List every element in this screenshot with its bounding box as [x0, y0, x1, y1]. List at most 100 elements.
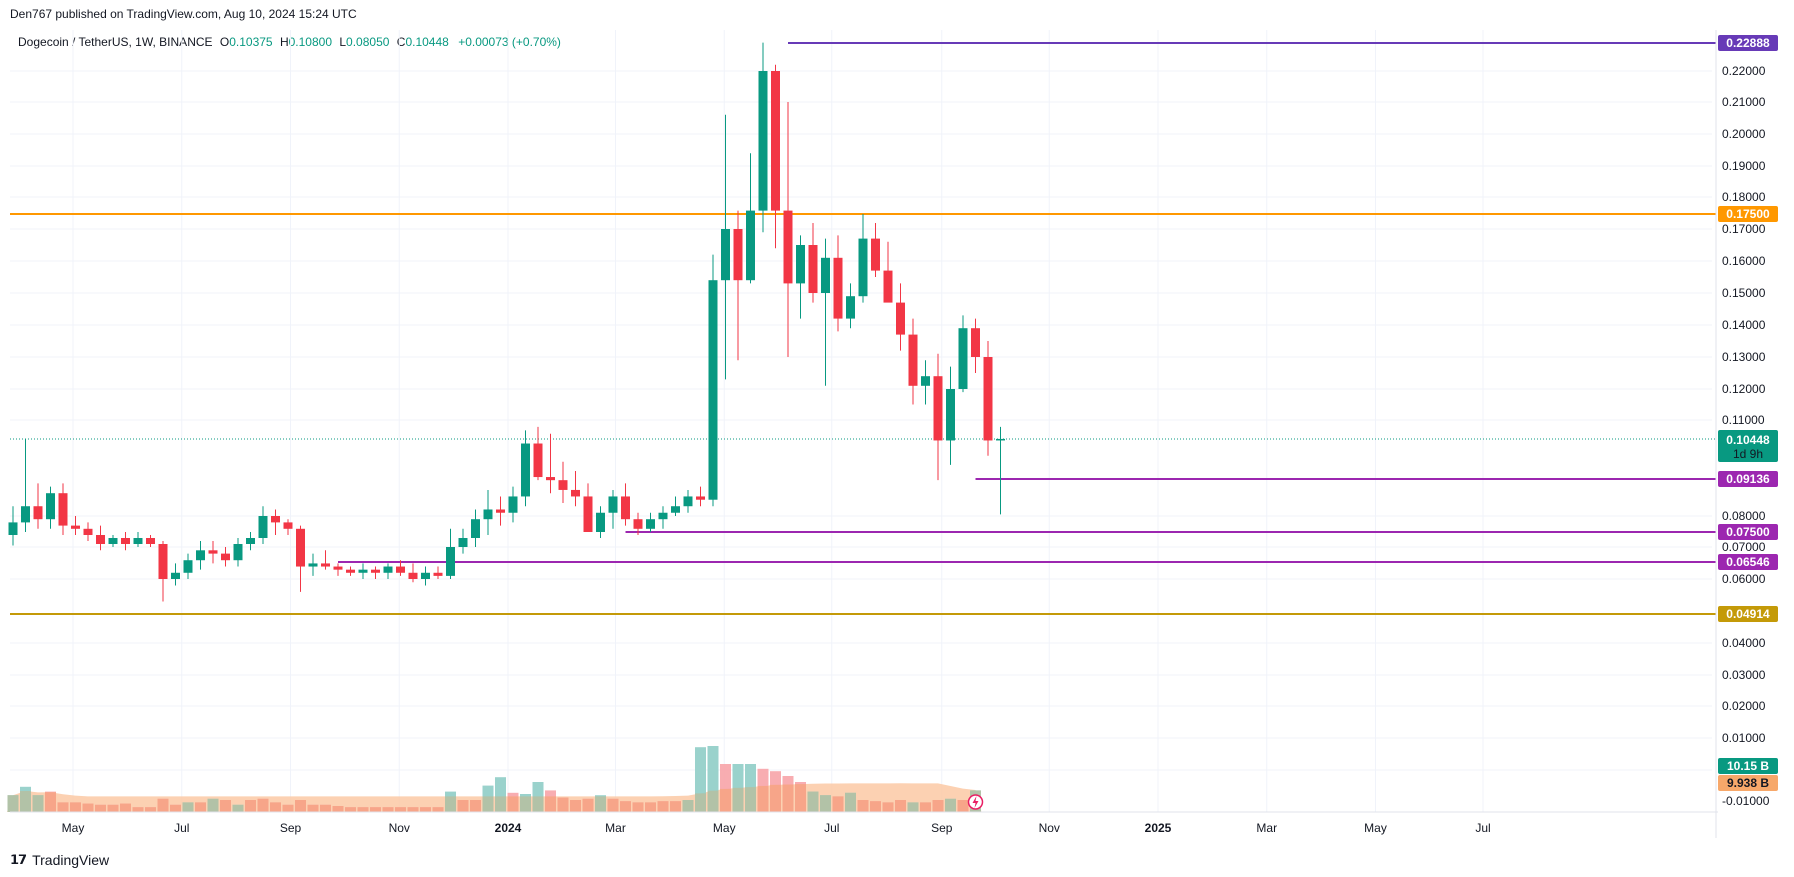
- lightning-icon: [967, 794, 984, 810]
- volume-bar-overlap: [932, 800, 944, 812]
- price-badge-text: 0.07500: [1726, 525, 1770, 539]
- price-badge-bg: [1718, 471, 1778, 487]
- time-tick-label: Sep: [931, 821, 953, 835]
- time-tick-label: 2025: [1145, 821, 1172, 835]
- volume-bar-overlap: [445, 796, 456, 812]
- change-value: +0.00073 (+0.70%): [458, 35, 561, 49]
- volume-bar-overlap: [607, 798, 619, 812]
- candle-body: [821, 257, 830, 293]
- candle-body: [683, 496, 693, 507]
- volume-badge-ma-text: 9.938 B: [1727, 776, 1769, 790]
- price-badge-bg: [1718, 206, 1778, 222]
- candle-body: [921, 376, 930, 386]
- price-tick-label: 0.20000: [1722, 127, 1766, 141]
- candle-body: [33, 506, 43, 520]
- candle-body: [746, 210, 755, 281]
- volume-bar-overlap: [645, 802, 656, 812]
- price-tick-label: 0.17000: [1722, 222, 1766, 236]
- candle-body: [971, 328, 980, 357]
- candle-body: [633, 519, 643, 529]
- candle-body: [171, 572, 180, 579]
- close-label: C: [396, 35, 406, 49]
- candle-body: [696, 496, 705, 500]
- candle-body: [808, 245, 818, 293]
- time-tick-label: May: [62, 821, 85, 835]
- tradingview-brand[interactable]: 𝟭𝟳 TradingView: [10, 852, 109, 868]
- candle-body: [833, 257, 843, 319]
- volume-bar-overlap: [220, 800, 231, 812]
- candle-body: [596, 512, 605, 532]
- volume-bar-overlap: [920, 802, 931, 812]
- candle-body: [546, 477, 555, 481]
- time-tick-label: Mar: [605, 821, 626, 835]
- candle-body: [783, 210, 793, 284]
- volume-bar-overlap: [307, 804, 319, 812]
- price-tick-label: 0.02000: [1722, 699, 1766, 713]
- candle-body: [508, 496, 518, 513]
- volume-bar-overlap: [707, 790, 719, 812]
- candle-body: [946, 389, 955, 441]
- volume-bar-overlap: [870, 801, 881, 812]
- price-tick-label: 0.12000: [1722, 382, 1766, 396]
- candle-body: [883, 270, 893, 303]
- candle-body: [558, 480, 568, 490]
- time-tick-label: May: [713, 821, 736, 835]
- volume-bar-overlap: [282, 804, 294, 812]
- candle-body: [846, 296, 855, 319]
- volume-bar-overlap: [20, 791, 31, 812]
- volume-bar-overlap: [620, 801, 631, 812]
- volume-bar: [495, 777, 506, 812]
- volume-badge-up-text: 10.15 B: [1727, 759, 1769, 773]
- high-value: 0.10800: [288, 35, 333, 49]
- volume-bar-overlap: [470, 800, 481, 812]
- volume-bar-overlap: [170, 804, 181, 812]
- volume-bar: [707, 746, 719, 812]
- price-badge-text: 0.09136: [1726, 472, 1770, 486]
- time-tick-label: Nov: [1039, 821, 1060, 835]
- candle-body: [621, 496, 630, 520]
- volume-bar-overlap: [7, 795, 19, 812]
- price-badge: 0.07500: [1718, 524, 1778, 540]
- high-label: H: [279, 35, 289, 49]
- candle-body: [733, 229, 743, 281]
- volume-bar-overlap: [657, 801, 669, 812]
- time-tick-label: Jul: [1475, 821, 1490, 835]
- volume-bar-overlap: [45, 792, 56, 812]
- price-tick-label: 0.19000: [1722, 159, 1766, 173]
- volume-bar-overlap: [957, 800, 969, 812]
- volume-bar-overlap: [795, 784, 806, 812]
- symbol-legend[interactable]: Dogecoin / TetherUS, 1W, BINANCE O0.1037…: [18, 35, 561, 49]
- volume-bar-overlap: [195, 802, 206, 812]
- candle-body: [496, 509, 505, 513]
- price-tick-label: 0.13000: [1722, 350, 1766, 364]
- candle-body: [408, 572, 418, 579]
- price-tick-label: 0.03000: [1722, 668, 1766, 682]
- volume-badge-ma-bg: [1718, 775, 1778, 791]
- candle-body: [433, 572, 443, 576]
- volume-badge-ma: 9.938 B: [1718, 775, 1778, 791]
- candle-body: [146, 538, 155, 544]
- volume-bar-overlap: [782, 784, 794, 812]
- volume-bar-overlap: [357, 807, 369, 812]
- last-price-text: 0.10448: [1726, 433, 1770, 447]
- volume-bar-overlap: [332, 806, 344, 812]
- candle-body: [283, 522, 293, 529]
- volume-bar-overlap: [132, 807, 144, 812]
- volume-series: [7, 746, 981, 812]
- volume-bar-overlap: [345, 807, 356, 812]
- candle-body: [771, 71, 780, 211]
- volume-bar-overlap: [845, 792, 856, 812]
- candle-body: [321, 563, 330, 567]
- volume-bar-overlap: [695, 793, 706, 812]
- volume-bar-overlap: [120, 803, 131, 812]
- volume-bar-overlap: [820, 795, 831, 812]
- volume-bar-overlap: [57, 802, 69, 812]
- price-badge-bg: [1718, 35, 1778, 51]
- candle-body: [571, 489, 580, 497]
- volume-bar-overlap: [32, 795, 44, 812]
- candle-body: [396, 566, 405, 573]
- candle-body: [421, 572, 430, 579]
- publish-info: Den767 published on TradingView.com, Aug…: [10, 7, 357, 21]
- close-value: 0.10448: [405, 35, 449, 49]
